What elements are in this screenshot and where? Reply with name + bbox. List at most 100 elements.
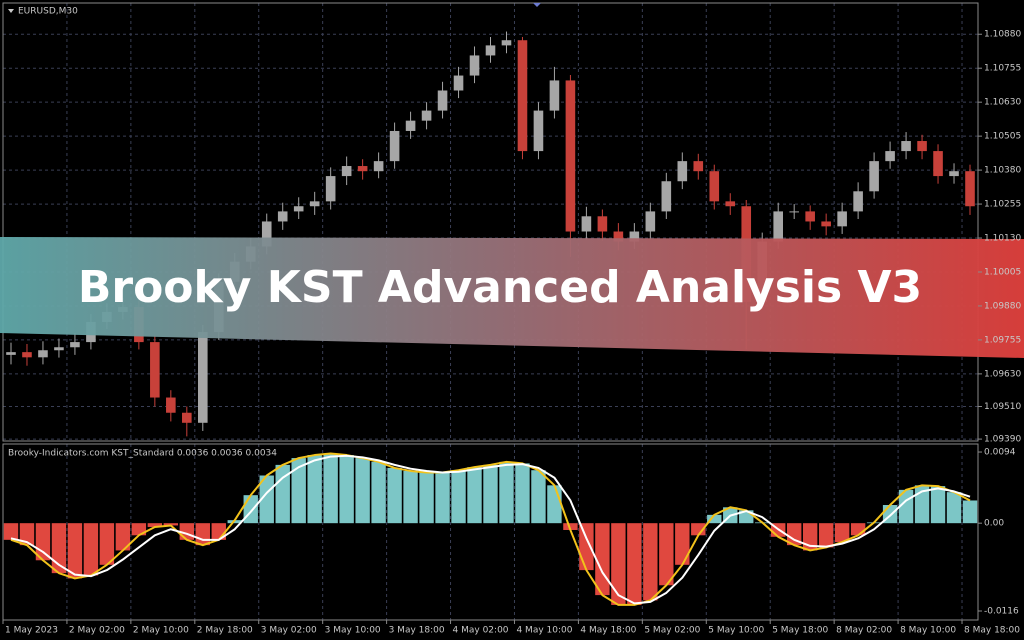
candle-body — [597, 216, 608, 232]
x-tick-label: 4 May 18:00 — [580, 626, 636, 636]
candle-body — [933, 151, 943, 177]
candle-body — [325, 176, 336, 202]
histogram-bar — [786, 523, 802, 546]
histogram-bar — [547, 485, 562, 524]
y-tick-label: 1.10130 — [984, 234, 1021, 244]
histogram-bar — [3, 523, 19, 540]
histogram-bar — [19, 523, 35, 546]
candle-body — [405, 120, 416, 131]
histogram-bar — [371, 461, 386, 524]
y-tick-label: 1.10255 — [984, 200, 1021, 210]
candle-body — [789, 211, 799, 213]
histogram-bar — [83, 523, 99, 576]
histogram-bar — [259, 475, 274, 524]
histogram-bar — [930, 486, 946, 524]
histogram-bar — [707, 514, 722, 524]
histogram-bar — [675, 523, 690, 565]
histogram-bar — [387, 467, 402, 524]
banner-title: Brooky KST Advanced Analysis V3 — [78, 262, 922, 313]
candle-body — [661, 181, 672, 212]
candle-body — [54, 347, 64, 351]
candle-body — [581, 216, 592, 232]
histogram-bar — [595, 523, 610, 596]
candle-body — [341, 166, 352, 177]
histogram-bar — [115, 523, 131, 551]
histogram-bar — [579, 523, 594, 571]
symbol-menu-arrow[interactable] — [8, 9, 14, 13]
y-tick-label: 1.10880 — [984, 30, 1021, 40]
candle-body — [421, 110, 432, 121]
histogram-bar — [563, 523, 578, 530]
histogram-bar — [499, 461, 514, 524]
candle-body — [869, 161, 879, 192]
candle-body — [469, 55, 480, 76]
histogram-bar — [131, 523, 147, 536]
shift-marker — [533, 3, 541, 7]
candle-body — [709, 171, 720, 202]
y-tick-label: 1.10505 — [984, 132, 1021, 142]
x-tick-label: 8 May 18:00 — [964, 626, 1020, 636]
histogram-bar — [403, 470, 418, 524]
candle-body — [549, 80, 560, 111]
candle-body — [6, 352, 16, 355]
candle-body — [501, 40, 512, 46]
candle-body — [629, 231, 640, 242]
y-tick-label: 1.09755 — [984, 335, 1021, 345]
x-tick-label: 5 May 18:00 — [772, 626, 828, 636]
candle-body — [150, 342, 160, 398]
candle-body — [309, 201, 320, 207]
histogram-bar — [243, 495, 258, 524]
y-tick-label: 1.10005 — [984, 267, 1021, 277]
candle-body — [437, 90, 448, 111]
y-tick-label: 1.10755 — [984, 64, 1021, 74]
y-tick-label: 1.09880 — [984, 301, 1021, 311]
x-tick-label: 5 May 10:00 — [708, 626, 764, 636]
x-tick-label: 2 May 10:00 — [133, 626, 189, 636]
candle-body — [485, 45, 496, 56]
histogram-bar — [275, 464, 290, 524]
candle-body — [693, 161, 704, 172]
x-tick-label: 4 May 02:00 — [453, 626, 509, 636]
candle-body — [533, 110, 544, 152]
histogram-bar — [627, 523, 642, 605]
candle-body — [805, 211, 815, 222]
histogram-bar — [818, 523, 834, 548]
x-tick-label: 1 May 2023 — [5, 626, 58, 636]
candle-body — [357, 166, 368, 172]
histogram-bar — [643, 523, 658, 601]
histogram-bar — [307, 455, 322, 524]
histogram-bar — [659, 523, 674, 586]
x-tick-label: 5 May 02:00 — [644, 626, 700, 636]
price-frame — [2, 2, 979, 442]
y-tick-label: 1.10380 — [984, 166, 1021, 176]
y-tick-label: 1.10630 — [984, 98, 1021, 108]
candle-body — [837, 211, 847, 227]
candle-body — [198, 332, 208, 423]
indicator-line — [10, 454, 971, 605]
banner-ribbon — [0, 237, 1024, 358]
candle-body — [182, 412, 192, 423]
x-tick-label: 8 May 02:00 — [836, 626, 892, 636]
candle-body — [453, 75, 464, 91]
candle-body — [38, 350, 48, 358]
histogram-bar — [291, 458, 306, 524]
indicator-pane — [2, 444, 978, 620]
histogram-bar — [483, 464, 498, 524]
candle-body — [277, 211, 288, 222]
candle-body — [565, 80, 576, 232]
candle-body — [22, 352, 32, 358]
candle-body — [949, 171, 959, 177]
histogram-bar — [67, 523, 83, 579]
histogram-bar — [35, 523, 51, 561]
x-tick-label: 4 May 10:00 — [516, 626, 572, 636]
candle-body — [261, 221, 272, 247]
banner: Brooky KST Advanced Analysis V3 — [0, 237, 1024, 358]
histogram-bar — [435, 472, 450, 524]
candle-body — [677, 161, 688, 182]
histogram-bar — [451, 470, 466, 524]
x-tick-label: 2 May 18:00 — [197, 626, 253, 636]
x-tick-label: 2 May 02:00 — [69, 626, 125, 636]
histogram-bar — [962, 500, 978, 524]
candle-body — [917, 141, 927, 152]
y-tick-label: 1.09630 — [984, 369, 1021, 379]
